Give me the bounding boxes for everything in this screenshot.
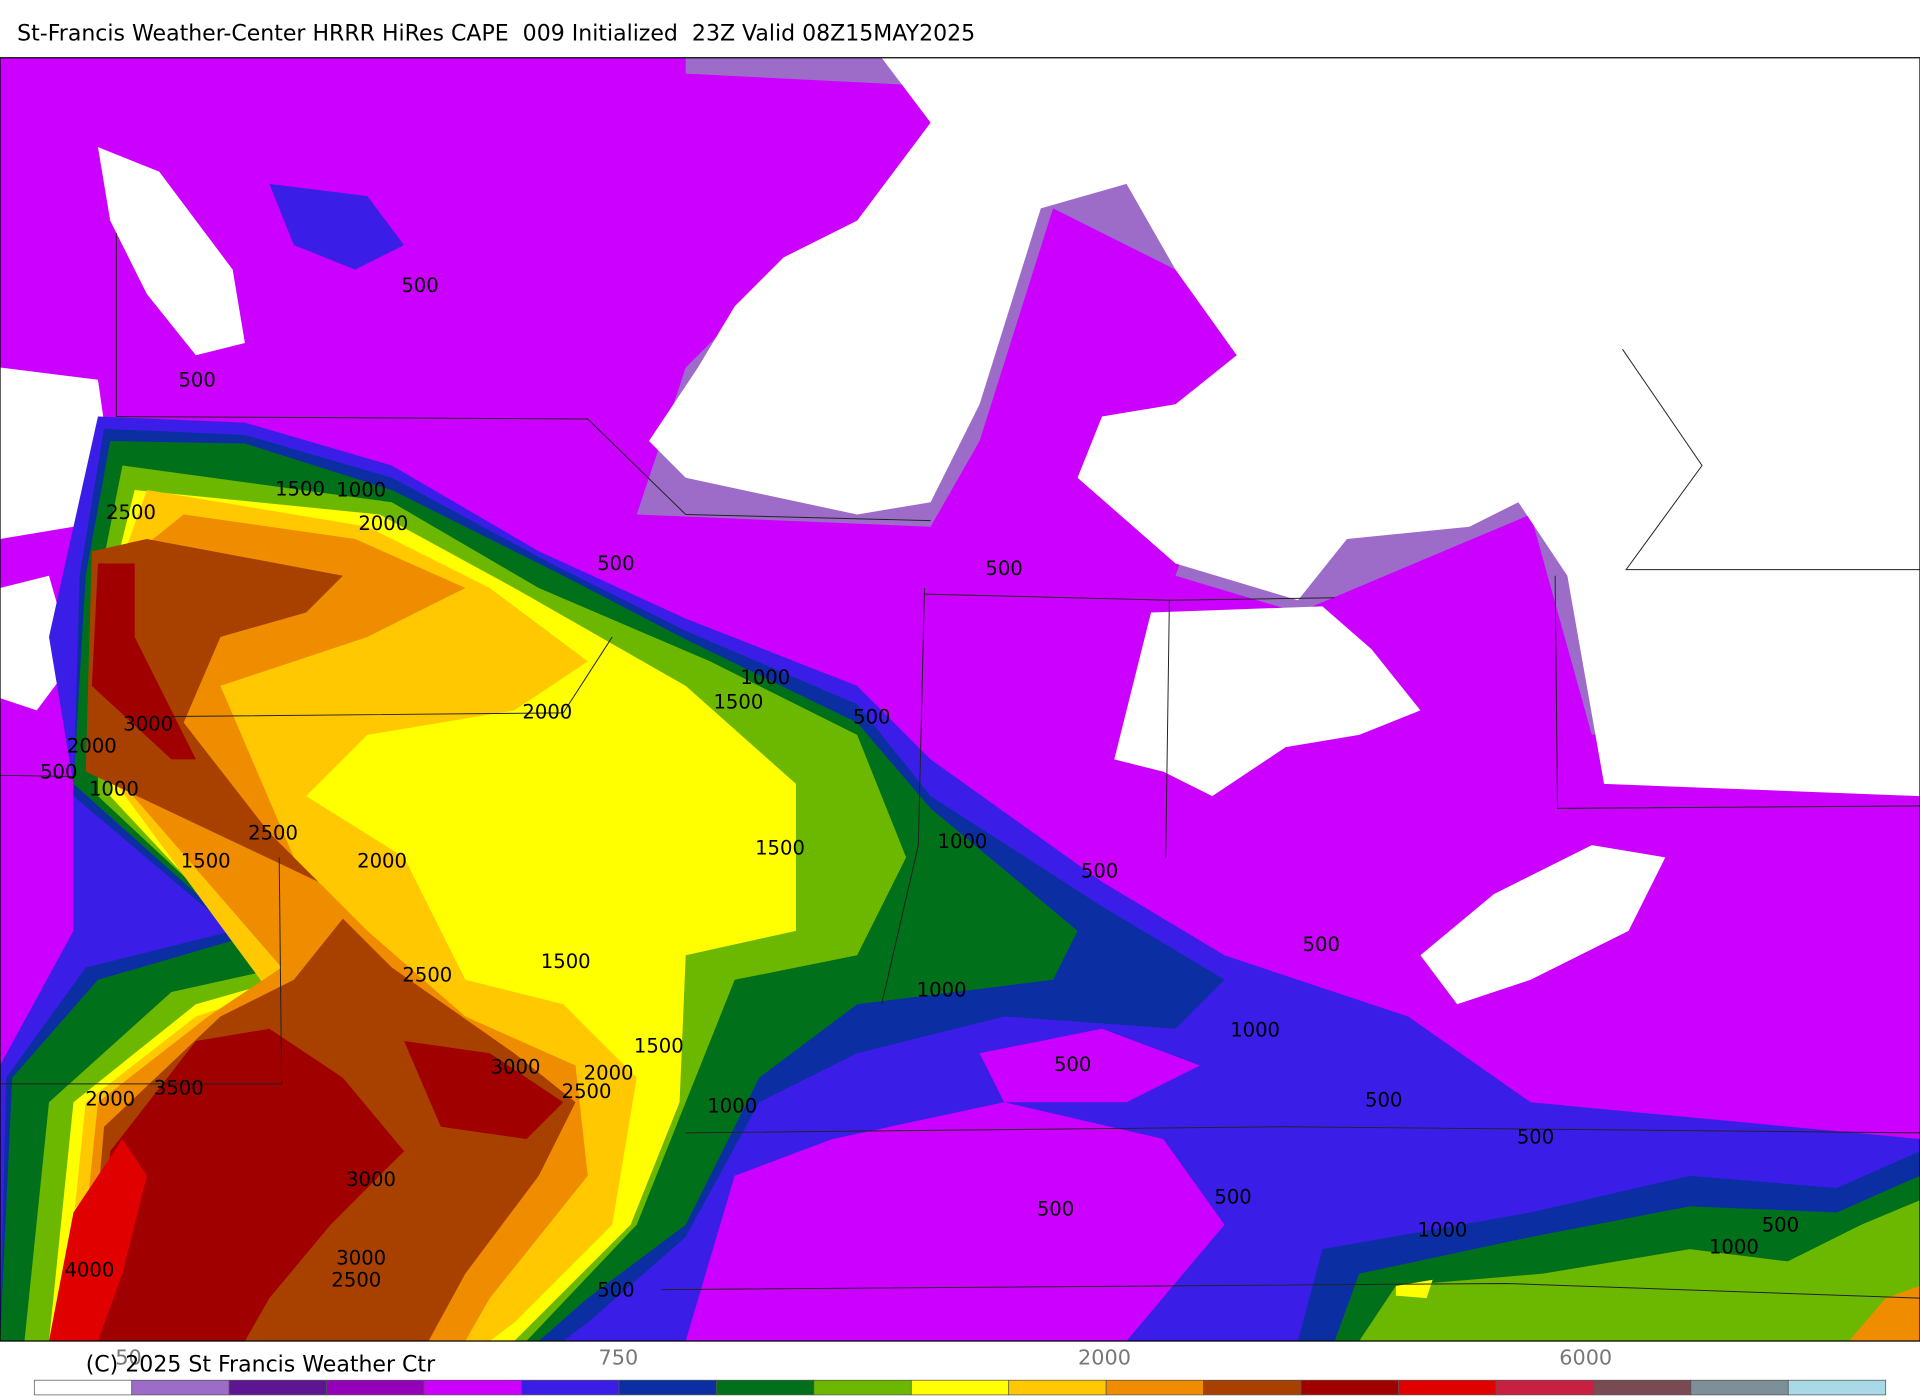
legend-swatch <box>910 1379 1010 1396</box>
contour-label: 1000 <box>336 479 386 502</box>
contour-label: 500 <box>1365 1089 1402 1112</box>
legend-swatch <box>813 1379 912 1396</box>
contour-label: 2500 <box>248 822 298 845</box>
contour-label: 2000 <box>67 735 117 758</box>
contour-label: 1500 <box>181 850 231 873</box>
legend-swatch <box>1690 1379 1789 1396</box>
legend-swatch <box>326 1379 425 1396</box>
contour-label: 1000 <box>707 1095 757 1118</box>
legend-swatch <box>1787 1379 1887 1396</box>
contour-label: 500 <box>1303 933 1340 956</box>
legend-label: 2000 <box>1078 1345 1131 1369</box>
contour-label: 500 <box>853 705 890 728</box>
legend-swatch <box>33 1379 133 1396</box>
contour-label: 500 <box>1037 1198 1074 1221</box>
contour-label: 1000 <box>1418 1218 1468 1241</box>
legend-swatch <box>716 1379 815 1396</box>
legend-label: 6000 <box>1559 1345 1612 1369</box>
contour-label: 500 <box>1081 860 1118 883</box>
legend-swatch <box>521 1379 620 1396</box>
contour-label: 1500 <box>713 691 763 714</box>
contour-label: 500 <box>178 369 215 392</box>
title: St-Francis Weather-Center HRRR HiRes CAP… <box>17 22 975 47</box>
legend-swatch <box>1203 1379 1302 1396</box>
legend-swatch <box>1105 1379 1204 1396</box>
legend-swatch <box>131 1379 230 1396</box>
contour-label: 500 <box>40 760 77 783</box>
color-legend: 50 750 2000 6000 <box>33 1345 1887 1396</box>
contour-label: 2500 <box>331 1269 381 1292</box>
map-frame <box>0 57 1920 1342</box>
contour-label: 2500 <box>106 501 156 524</box>
contour-label: 3500 <box>154 1076 204 1099</box>
contour-label: 3000 <box>336 1246 386 1269</box>
contour-label: 2500 <box>562 1080 612 1103</box>
contour-label: 500 <box>401 274 438 297</box>
contour-label: 1500 <box>755 836 805 859</box>
contour-label: 1000 <box>1230 1019 1280 1042</box>
legend-label: 50 <box>115 1345 141 1369</box>
copyright: (C) 2025 St Francis Weather Ctr <box>86 1353 436 1378</box>
legend-swatch <box>1495 1379 1594 1396</box>
contour-label: 500 <box>1517 1125 1554 1148</box>
contour-label: 3000 <box>123 713 173 736</box>
legend-swatch <box>618 1379 717 1396</box>
contour-label: 2000 <box>584 1062 634 1085</box>
legend-swatch <box>228 1379 327 1396</box>
contour-label: 2000 <box>85 1087 135 1110</box>
contour-label: 2000 <box>522 700 572 723</box>
legend-swatch <box>1008 1379 1107 1396</box>
legend-swatch <box>423 1379 522 1396</box>
contour-label: 500 <box>985 557 1022 580</box>
contour-label: 1000 <box>1709 1235 1759 1258</box>
legend-swatch <box>1300 1379 1399 1396</box>
contour-label: 2500 <box>402 964 452 987</box>
contour-label: 500 <box>597 1278 634 1301</box>
contour-label: 4000 <box>64 1259 114 1282</box>
borders <box>0 232 1920 1299</box>
contour-label: 1000 <box>917 978 967 1001</box>
contour-label: 500 <box>1762 1213 1799 1236</box>
legend-swatch <box>1398 1379 1497 1396</box>
contour-label: 1500 <box>634 1035 684 1058</box>
contour-label: 500 <box>1214 1185 1251 1208</box>
contour-label: 3000 <box>346 1168 396 1191</box>
contour-label: 2000 <box>357 850 407 873</box>
contour-label: 500 <box>597 552 634 575</box>
contour-label: 2000 <box>358 512 408 535</box>
map-field <box>0 57 1920 1342</box>
legend-label: 750 <box>599 1345 639 1369</box>
contour-label: 500 <box>1054 1053 1091 1076</box>
legend-swatch <box>1593 1379 1692 1396</box>
contour-label: 1000 <box>740 666 790 689</box>
contour-label: 1500 <box>541 950 591 973</box>
contour-label: 1500 <box>275 478 325 501</box>
contour-label: 1000 <box>938 830 988 853</box>
contour-label: 3000 <box>491 1055 541 1078</box>
contour-label: 1000 <box>89 777 139 800</box>
